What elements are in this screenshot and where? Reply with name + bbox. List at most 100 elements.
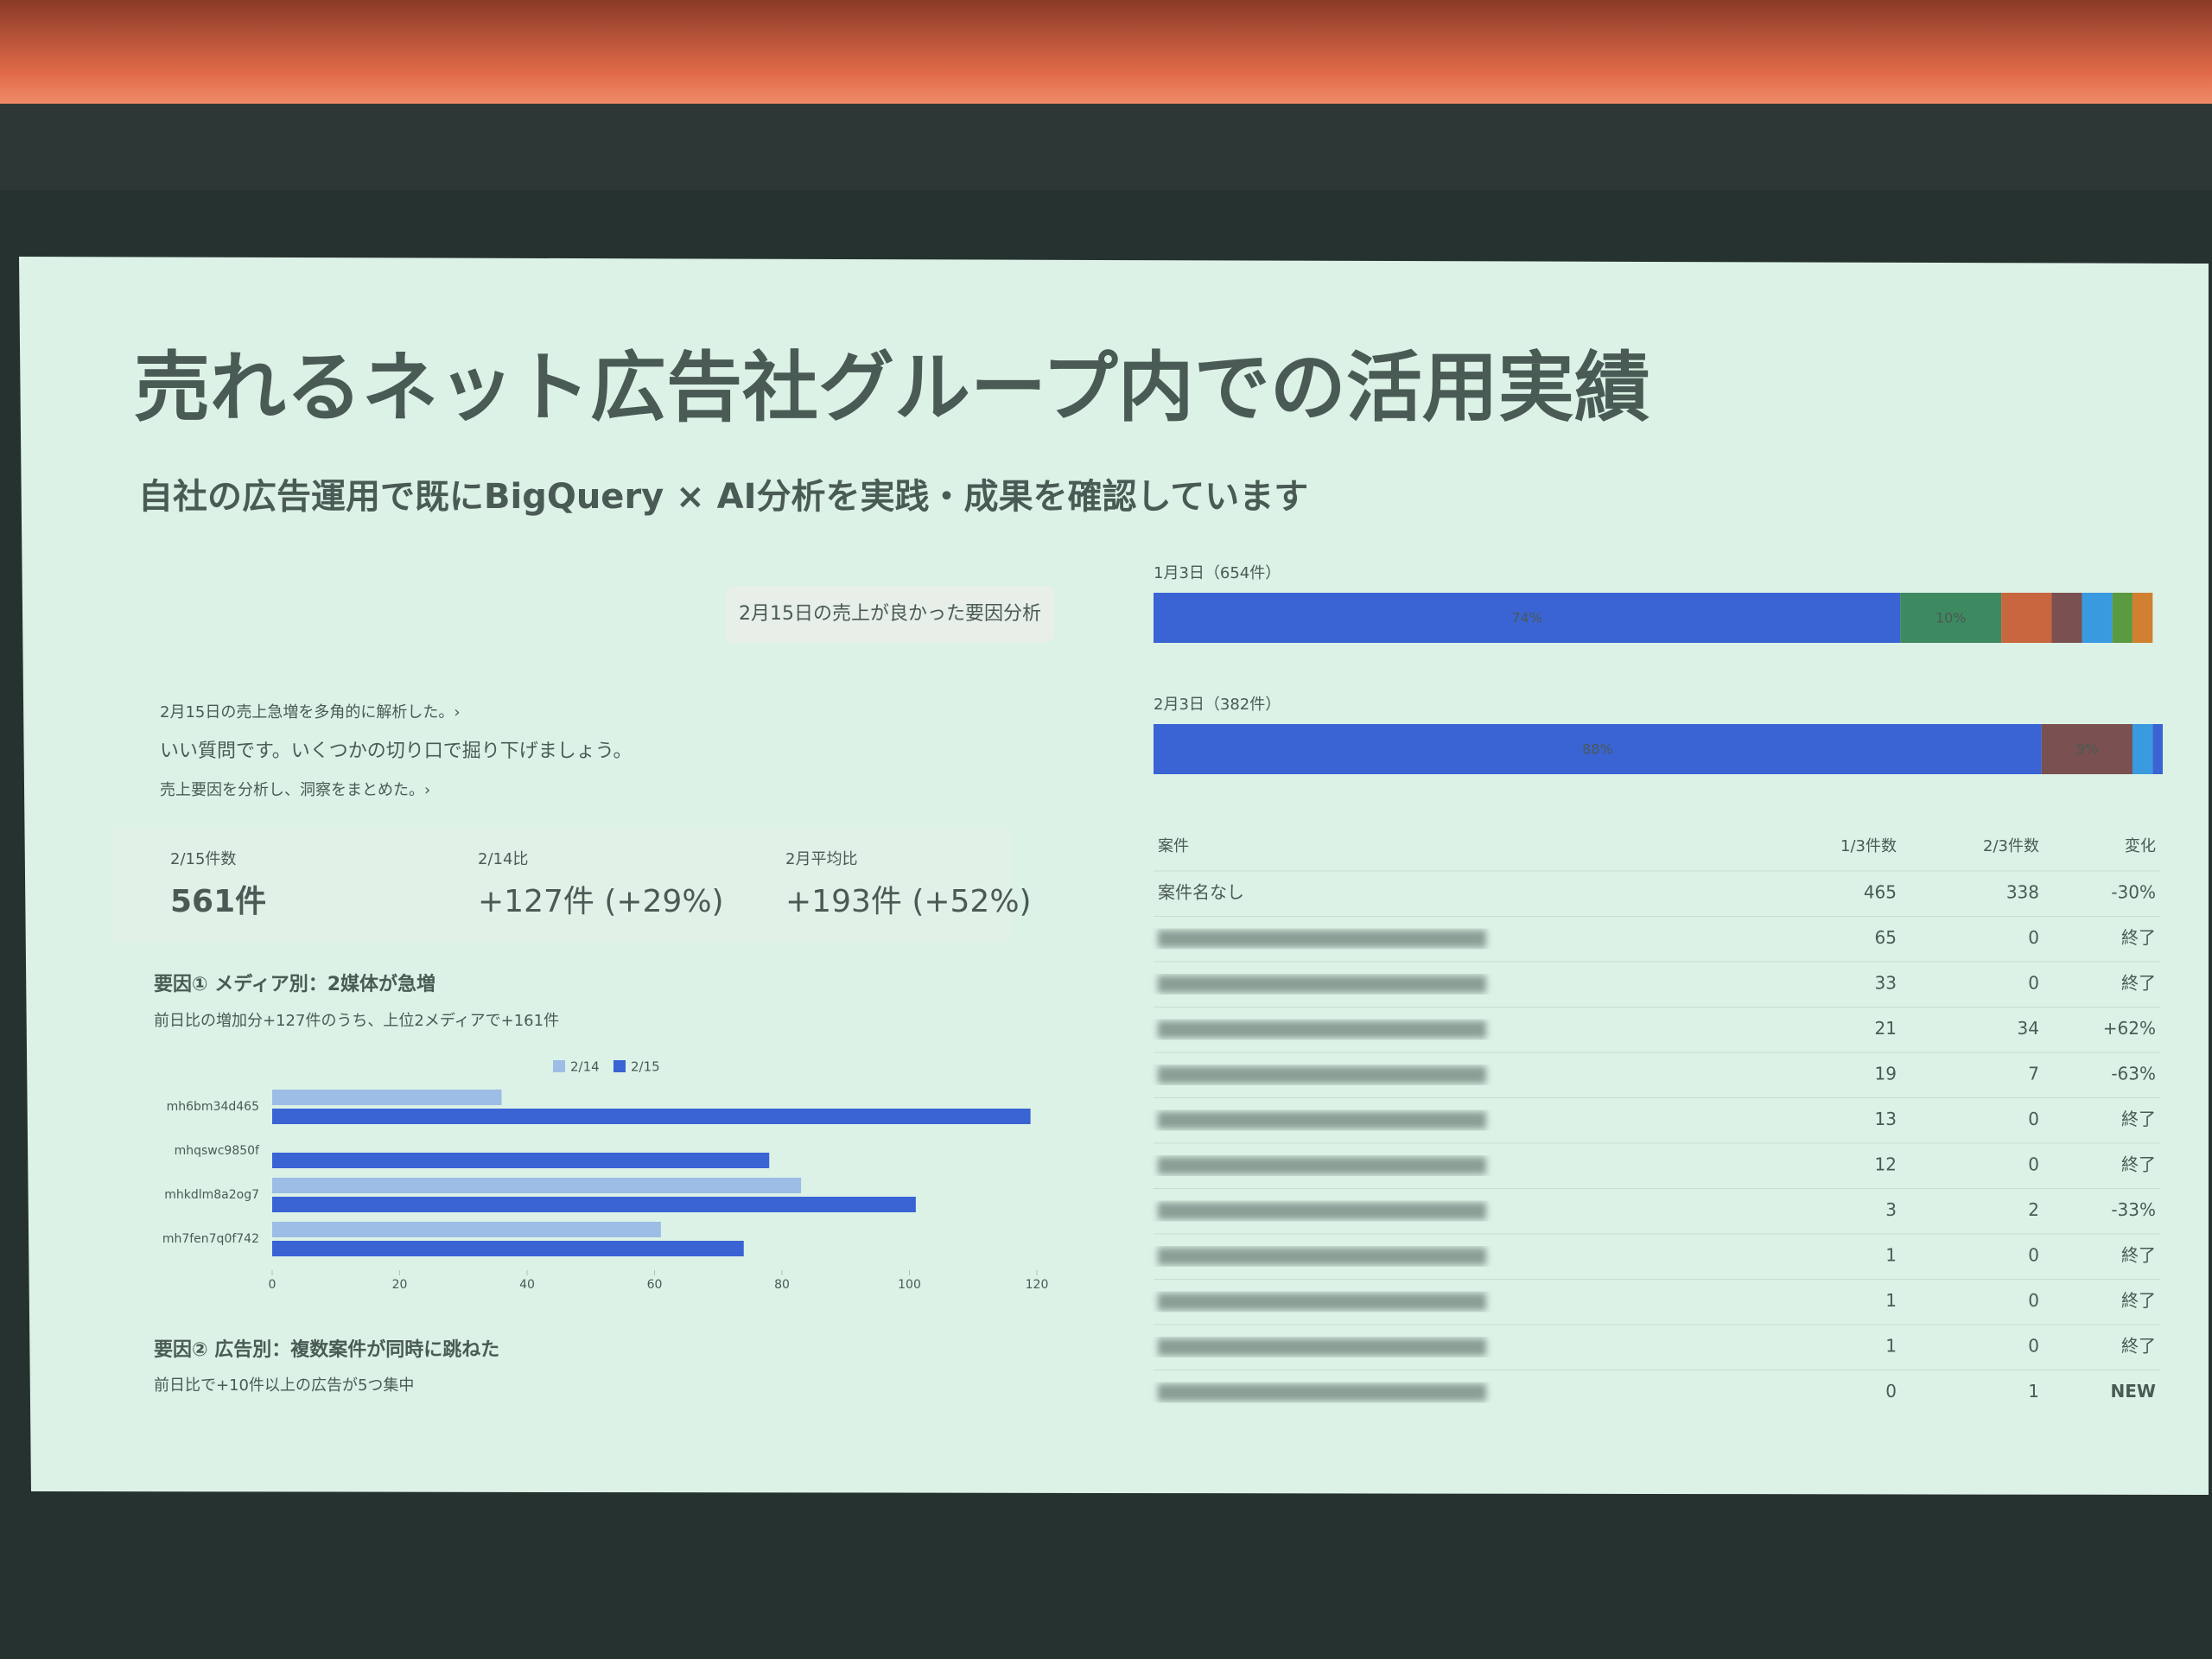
table-cell: 19 [1875,1064,1897,1084]
blurred-name [1158,1066,1486,1084]
table-cell: 3 [1885,1199,1897,1220]
bar-title: 1月3日（654件） [1154,564,1281,582]
legend-swatch [553,1060,565,1072]
segment-label: 88% [1582,741,1613,758]
bar [272,1197,916,1212]
table-cell: 34 [2018,1018,2039,1039]
kpi-value: 561件 [170,884,266,919]
table-cell: 1 [1885,1290,1897,1311]
table-cell: 33 [1875,973,1897,994]
table-cell: 1 [1885,1336,1897,1357]
x-tick-label: 20 [392,1278,408,1292]
chat-bubble [726,586,1054,643]
table-cell: -33% [2111,1199,2156,1220]
title: 売れるネット広告社グループ内での活用実績 [134,343,1650,432]
table-cell: 0 [1885,1381,1897,1402]
kpi-label: 2月平均比 [785,850,857,868]
blurred-name [1158,930,1486,948]
x-tick-label: 0 [269,1278,276,1292]
blurred-name [1158,1157,1486,1174]
x-tick-label: 40 [519,1278,535,1292]
blurred-name [1158,1338,1486,1356]
table-cell: 終了 [2121,1336,2156,1357]
kpi-value: +193件 (+52%) [785,884,1032,919]
table-cell: 65 [1875,927,1897,948]
table-cell: 0 [2028,1245,2039,1266]
table-cell: 0 [2028,1109,2039,1129]
chat-message: 売上要因を分析し、洞察をまとめた。› [160,781,430,799]
chart-title: 要因① メディア別：2媒体が急増 [154,973,435,995]
legend-label: 2/15 [631,1059,660,1075]
bar [272,1178,802,1193]
segment-label: 9% [2076,741,2098,758]
bar [272,1090,502,1105]
table-cell: 1 [2028,1381,2039,1402]
table-cell: 終了 [2121,1154,2156,1175]
bar [272,1222,661,1237]
table-header: 案件 [1158,837,1189,855]
blurred-name [1158,1202,1486,1220]
table-cell: 案件名なし [1158,882,1244,903]
x-tick-label: 100 [898,1278,921,1292]
kpi-panel [112,830,1011,942]
blurred-name [1158,1383,1486,1402]
segment [1154,593,1901,643]
table-cell: 13 [1875,1109,1897,1129]
x-tick-label: 60 [647,1278,663,1292]
segment [2132,593,2153,643]
table-cell: 338 [2006,882,2039,903]
table-cell: 21 [1875,1018,1897,1039]
table-cell: 終了 [2121,1290,2156,1311]
table-header: 変化 [2125,837,2156,855]
segment-label: 10% [1936,610,1967,626]
ceiling [0,0,2212,104]
chat-message: 2月15日の売上急増を多角的に解析した。› [160,703,461,721]
segment [2132,724,2153,774]
factor-title: 要因② 広告別：複数案件が同時に跳ねた [154,1338,499,1361]
bar-title: 2月3日（382件） [1154,696,1281,714]
segment [1900,593,2002,643]
table-cell: 2 [2028,1199,2039,1220]
segment [2082,593,2113,643]
table-cell: 0 [2028,1154,2039,1175]
chart-subtitle: 前日比の増加分+127件のうち、上位2メディアで+161件 [154,1012,559,1030]
chat-message: いい質問です。いくつかの切り口で掘り下げましょう。 [160,741,632,762]
table-cell: 465 [1864,882,1897,903]
blurred-name [1158,976,1486,993]
table-cell: 0 [2028,927,2039,948]
x-tick-label: 120 [1026,1278,1049,1292]
segment-label: 74% [1511,610,1542,626]
table-cell: +62% [2103,1018,2156,1039]
bar [272,1153,770,1168]
category-label: mhkdlm8a2og7 [164,1188,259,1202]
legend-label: 2/14 [570,1059,600,1075]
table-cell: NEW [2111,1381,2156,1402]
segment [2041,724,2133,774]
blurred-name [1158,1020,1486,1039]
kpi-label: 2/14比 [478,850,528,868]
segment [2152,724,2163,774]
subtitle: 自社の広告運用で既にBigQuery × AI分析を実践・成果を確認しています [138,477,1308,517]
category-label: mh7fen7q0f742 [162,1232,259,1246]
segment [2112,593,2133,643]
table-cell: -63% [2111,1064,2156,1084]
bar [272,1241,744,1256]
table-cell: 12 [1875,1154,1897,1175]
segment [2051,593,2082,643]
table-cell: 終了 [2121,973,2156,994]
blurred-name [1158,1248,1486,1265]
bar [272,1109,1031,1124]
kpi-label: 2/15件数 [170,850,236,868]
table-cell: 終了 [2121,1245,2156,1266]
x-tick-label: 80 [774,1278,790,1292]
table-cell: 1 [1885,1245,1897,1266]
table-cell: 終了 [2121,1109,2156,1129]
table-cell: 終了 [2121,927,2156,948]
segment [2001,593,2052,643]
chat-prompt: 2月15日の売上が良かった要因分析 [739,603,1041,625]
table-cell: 0 [2028,973,2039,994]
table-cell: 0 [2028,1336,2039,1357]
blurred-name [1158,1293,1486,1311]
